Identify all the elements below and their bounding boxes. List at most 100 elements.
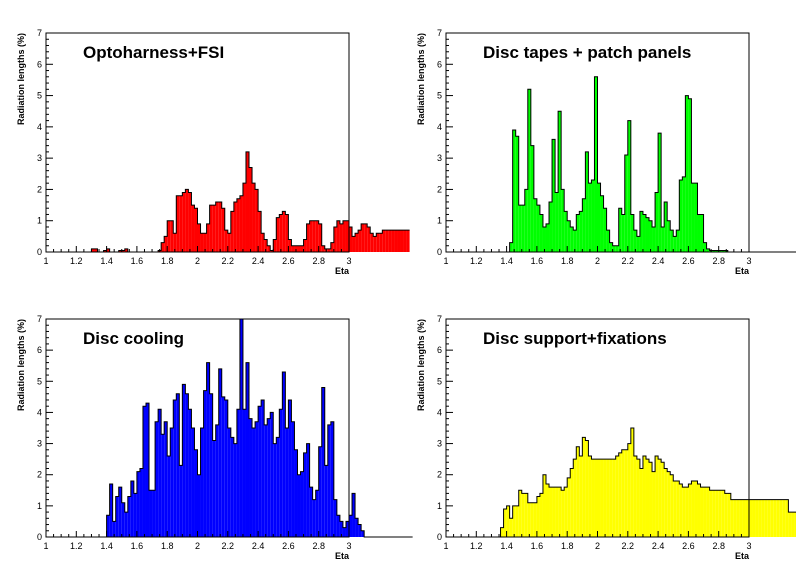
- histogram-bar: [749, 499, 753, 537]
- histogram-bar: [379, 233, 383, 252]
- histogram-bar: [315, 490, 319, 537]
- histogram-bar: [673, 236, 677, 252]
- histogram-bar: [612, 459, 616, 537]
- histogram-bar: [206, 223, 210, 252]
- histogram-bar: [658, 459, 662, 537]
- histogram-bar: [215, 424, 219, 537]
- histogram-bar: [167, 456, 171, 537]
- histogram-bar: [264, 424, 268, 537]
- histogram-bar: [106, 248, 110, 252]
- y-tick-label: 4: [437, 122, 442, 132]
- histogram-bar: [697, 214, 701, 252]
- histogram-bar: [267, 418, 271, 537]
- histogram-bar: [200, 428, 204, 537]
- histogram-bar: [697, 484, 701, 537]
- y-tick-label: 5: [437, 376, 442, 386]
- histogram-bar: [597, 459, 601, 537]
- histogram-bar: [549, 201, 553, 252]
- histogram-bar: [321, 387, 325, 537]
- histogram-bar: [239, 195, 243, 252]
- y-tick-label: 3: [37, 153, 42, 163]
- histogram-bar: [121, 502, 125, 537]
- histogram-bar: [394, 230, 398, 252]
- histogram-bar: [258, 406, 262, 537]
- histogram-bar: [345, 220, 349, 252]
- histogram-bar: [291, 421, 295, 537]
- histogram-bar: [515, 505, 519, 537]
- x-tick-label: 2: [195, 541, 200, 551]
- x-tick-label: 2.8: [712, 541, 725, 551]
- histogram-bar: [188, 409, 192, 537]
- histogram-bar: [764, 499, 768, 537]
- histogram-bar: [252, 183, 256, 252]
- histogram-bar: [361, 223, 365, 252]
- histogram-bar: [318, 446, 322, 537]
- histogram-bar: [173, 233, 177, 252]
- histogram-bar: [630, 428, 634, 537]
- histogram-bar: [239, 319, 243, 537]
- histogram-bar: [664, 201, 668, 252]
- y-axis-title: Radiation lengths (%): [16, 319, 26, 411]
- histogram-bar: [682, 487, 686, 537]
- histogram-bars: [91, 151, 410, 252]
- histogram-bar: [164, 421, 168, 537]
- histogram-bar: [306, 223, 310, 252]
- histogram-bar: [627, 120, 631, 252]
- histogram-bar: [300, 245, 304, 252]
- histogram-bar: [370, 233, 374, 252]
- x-tick-label: 2.8: [312, 256, 325, 266]
- histogram-bar: [249, 167, 253, 252]
- y-tick-label: 0: [437, 532, 442, 542]
- histogram-bar: [564, 211, 568, 252]
- histogram-bar: [233, 201, 237, 252]
- histogram-bar: [358, 230, 362, 252]
- histogram-bar: [106, 515, 110, 537]
- histogram-bar: [691, 183, 695, 252]
- histogram-bar: [727, 493, 731, 537]
- histogram-bar: [639, 211, 643, 252]
- x-axis-title: Eta: [735, 551, 750, 561]
- histogram-bar: [627, 443, 631, 537]
- histogram-bar: [124, 248, 128, 252]
- histogram-bar: [718, 490, 722, 537]
- histogram-bar: [527, 502, 531, 537]
- histogram-bar: [245, 151, 250, 252]
- histogram-bar: [121, 250, 125, 252]
- histogram-bar: [330, 421, 334, 537]
- histogram-bar: [376, 233, 380, 252]
- x-tick-label: 1.2: [470, 541, 483, 551]
- histogram-bar: [212, 205, 216, 252]
- x-tick-label: 2.4: [652, 541, 665, 551]
- histogram-bar: [576, 446, 580, 537]
- histogram-bar: [606, 459, 610, 537]
- histogram-bar: [349, 515, 353, 537]
- histogram-bar: [524, 493, 528, 537]
- histogram-bar: [776, 499, 780, 537]
- histogram-bar: [667, 220, 671, 252]
- histogram-bar: [615, 456, 619, 537]
- histogram-bar: [685, 487, 689, 537]
- histogram-bar: [397, 230, 401, 252]
- histogram-bar: [530, 145, 534, 252]
- histogram-bar: [258, 211, 262, 252]
- y-axis-title: Radiation lengths (%): [416, 33, 426, 125]
- histogram-bar: [545, 223, 550, 252]
- y-tick-label: 2: [37, 470, 42, 480]
- x-tick-label: 1.8: [561, 541, 574, 551]
- histogram-bar: [673, 480, 677, 537]
- histogram-bar: [227, 428, 231, 537]
- x-tick-label: 2.4: [652, 256, 665, 266]
- histogram-bar: [706, 248, 710, 252]
- histogram-bar: [324, 465, 328, 537]
- histogram-bar: [573, 230, 577, 252]
- histogram-bar: [406, 230, 410, 252]
- histogram-bar: [542, 226, 546, 252]
- y-tick-label: 7: [37, 28, 42, 38]
- histogram-bar: [300, 471, 304, 537]
- histogram-bar: [330, 242, 334, 252]
- histogram-bar: [633, 230, 637, 252]
- histogram-bar: [609, 459, 613, 537]
- histogram-bar: [345, 521, 349, 537]
- histogram-bar: [661, 226, 665, 252]
- histogram-bar: [403, 230, 407, 252]
